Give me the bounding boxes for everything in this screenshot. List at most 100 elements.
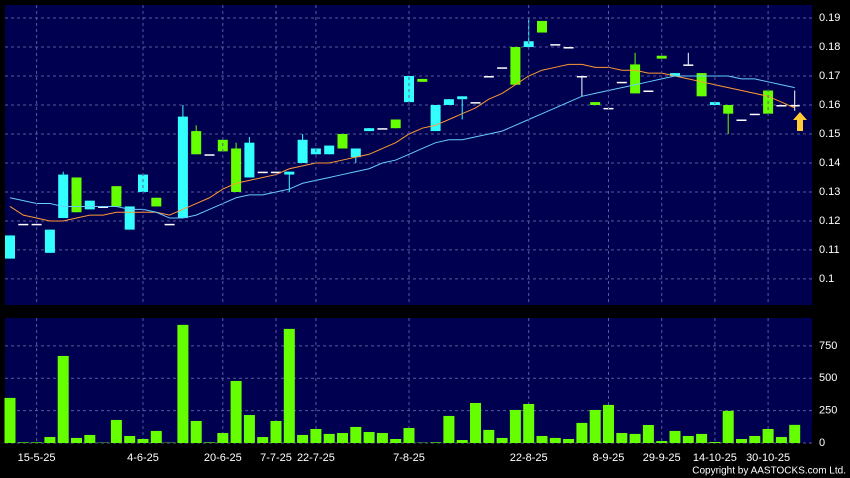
volume-bar <box>57 355 69 443</box>
candle-body <box>177 116 188 219</box>
candle-body <box>350 148 361 158</box>
volume-bar <box>124 436 136 443</box>
copyright: Copyright by AASTOCKS.com Ltd. <box>692 466 846 477</box>
x-tick-label: 7-7-25 <box>260 452 292 464</box>
candle-body <box>324 145 335 155</box>
volume-bar <box>762 429 774 443</box>
candle-body <box>457 96 468 100</box>
volume-bar <box>84 434 96 443</box>
volume-bar <box>576 422 588 443</box>
candle-body <box>483 76 494 78</box>
candle-body <box>670 73 680 77</box>
candle-body <box>776 105 787 107</box>
volume-bar <box>430 442 442 443</box>
candle-body <box>630 64 641 94</box>
candle-body <box>789 105 800 107</box>
candle-body <box>18 223 29 226</box>
volume-bar <box>669 430 681 443</box>
candle-body <box>523 41 534 48</box>
volume-bar <box>297 434 309 443</box>
volume-bar <box>456 440 468 443</box>
volume-bar <box>150 430 162 443</box>
volume-bar <box>71 437 82 443</box>
candle-body <box>124 206 135 230</box>
volume-bar <box>629 433 641 443</box>
volume-bar <box>376 433 388 443</box>
y-tick-label: 0.14 <box>819 157 840 169</box>
candle-body <box>111 186 122 207</box>
candle-body <box>497 67 508 69</box>
volume-bar <box>230 380 242 443</box>
x-tick-label: 15-5-25 <box>18 452 56 464</box>
candle-body <box>430 105 441 132</box>
y-tick-label: 500 <box>819 372 837 384</box>
x-tick-label: 29-9-25 <box>643 452 681 464</box>
volume-bar <box>749 436 761 443</box>
y-tick-label: 0.19 <box>819 12 840 24</box>
y-tick-label: 0.18 <box>819 41 840 53</box>
candle-body <box>231 148 242 192</box>
y-tick-label: 750 <box>819 340 837 352</box>
candle-body <box>364 128 375 132</box>
volume-bar <box>722 410 734 443</box>
volume-bar <box>496 437 508 443</box>
volume-bar <box>523 404 535 443</box>
candle-body <box>297 139 308 163</box>
volume-bar <box>736 438 747 443</box>
candle-body <box>71 177 82 213</box>
volume-bar <box>390 438 402 443</box>
candle-body <box>284 171 295 175</box>
candle-body <box>31 223 42 226</box>
volume-bar <box>616 433 628 443</box>
y-tick-label: 0.13 <box>819 186 840 198</box>
candle-body <box>138 174 148 192</box>
volume-bar <box>204 442 215 443</box>
volume-bar <box>470 402 481 443</box>
volume-bar <box>31 442 43 443</box>
candle-body <box>98 206 109 208</box>
candle-body <box>44 229 55 253</box>
y-tick-label: 0.16 <box>819 99 840 111</box>
volume-bar <box>656 441 668 443</box>
candle-body <box>390 119 401 129</box>
volume-bar <box>789 424 801 443</box>
candle-body <box>749 113 760 116</box>
volume-bar <box>137 438 149 443</box>
moving-average-line <box>9 75 795 219</box>
candle-body <box>643 90 654 93</box>
candle-body <box>576 76 587 78</box>
volume-bar <box>190 420 202 443</box>
volume-bar <box>603 404 614 443</box>
volume-bar <box>4 397 16 443</box>
candle-body <box>696 73 707 97</box>
x-tick-label: 8-9-25 <box>593 452 625 464</box>
candle-body <box>58 174 69 219</box>
candle-body <box>616 81 627 84</box>
candle-body <box>510 47 521 85</box>
candle-body <box>191 131 202 155</box>
y-tick-label: 0 <box>819 437 825 449</box>
volume-bar <box>549 437 561 443</box>
candle-body <box>84 200 95 210</box>
volume-bar <box>243 415 255 443</box>
moving-average-line <box>9 63 795 222</box>
volume-bar <box>363 431 375 443</box>
y-tick-label: 0.12 <box>819 215 840 227</box>
volume-bar <box>403 427 415 443</box>
candle-body <box>723 105 734 114</box>
candle-body <box>443 99 454 105</box>
volume-bar <box>443 415 455 443</box>
volume-bar <box>44 437 56 443</box>
candle-body <box>736 119 747 121</box>
y-tick-label: 0.11 <box>819 244 840 256</box>
candle-body <box>271 171 281 174</box>
candle-body <box>164 223 175 226</box>
candle-body <box>337 133 348 149</box>
x-tick-label: 22-7-25 <box>297 452 335 464</box>
candle-body <box>5 235 15 259</box>
volume-bar <box>177 324 189 443</box>
x-tick-label: 22-8-25 <box>510 452 548 464</box>
volume-bar <box>775 437 787 443</box>
y-tick-label: 250 <box>819 405 837 417</box>
